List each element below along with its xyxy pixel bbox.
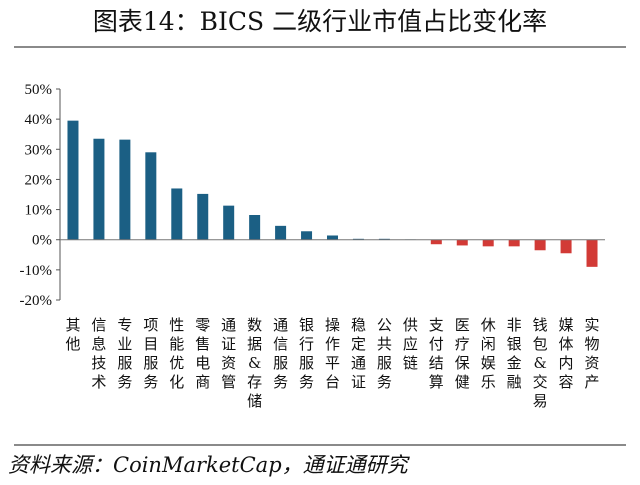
bar (301, 231, 313, 240)
x-tick-label: 实物资产 (585, 316, 600, 391)
bar (93, 138, 105, 240)
bar (119, 139, 131, 240)
x-tick-label: 专业服务 (117, 316, 132, 391)
y-tick-label: 10% (25, 203, 53, 219)
title-divider (14, 46, 626, 48)
bar (275, 225, 287, 240)
bar (560, 239, 572, 254)
y-tick-label: 20% (25, 172, 53, 188)
bar (430, 239, 442, 245)
x-tick-label: 通信服务 (273, 316, 288, 391)
bar (145, 152, 157, 240)
x-tick-label: 零售电商 (195, 316, 210, 391)
x-tick-label: 操作平台 (325, 316, 340, 391)
source-divider (14, 444, 626, 446)
x-tick-label: 信息技术 (91, 316, 106, 391)
y-tick-label: 40% (25, 112, 53, 128)
bar (456, 239, 468, 246)
x-tick-label: 钱包&交易 (533, 316, 548, 410)
x-tick-label: 银行服务 (299, 316, 314, 391)
bar (534, 239, 546, 251)
x-tick-label: 稳定通证 (351, 316, 366, 391)
x-tick-label: 通证资管 (221, 316, 236, 391)
source-note: 资料来源：CoinMarketCap，通证通研究 (8, 453, 408, 477)
y-tick-label: 30% (25, 142, 53, 158)
bar (67, 120, 79, 240)
y-tick-label: 0% (32, 233, 52, 249)
x-tick-label: 项目服务 (143, 316, 158, 391)
bar (482, 239, 494, 247)
x-tick-label: 公共服务 (377, 316, 392, 391)
x-tick-label: 其他 (65, 316, 80, 353)
bar (197, 193, 209, 240)
x-tick-label: 医疗保健 (455, 316, 470, 391)
x-tick-labels: 其他信息技术专业服务项目服务性能优化零售电商通证资管数据&存储通信服务银行服务操… (65, 316, 599, 410)
bar (249, 215, 261, 240)
y-tick-label: -20% (20, 293, 53, 309)
bars (67, 120, 598, 267)
x-tick-label: 性能优化 (169, 316, 184, 391)
x-tick-label: 媒体内容 (559, 316, 574, 391)
bar-chart: -20% -10% 0% 10% 20% 30% 40% 50% 其他信息技术专业服务项目服务… (20, 82, 605, 410)
x-tick-label: 休闲娱乐 (481, 316, 496, 391)
y-axis: -20% -10% 0% 10% 20% 30% 40% 50% (20, 82, 61, 309)
x-tick-label: 支付结算 (429, 316, 444, 391)
bar (508, 239, 520, 247)
chart-title: 图表14：BICS 二级行业市值占比变化率 (92, 7, 548, 36)
bar (586, 239, 598, 267)
y-tick-label: -10% (20, 263, 53, 279)
bar (223, 205, 235, 240)
x-tick-label: 数据&存储 (247, 316, 262, 410)
x-tick-label: 非银金融 (507, 316, 522, 391)
bar (171, 188, 183, 240)
bar (327, 235, 338, 240)
x-tick-label: 供应链 (403, 316, 418, 372)
y-tick-label: 50% (25, 82, 53, 98)
